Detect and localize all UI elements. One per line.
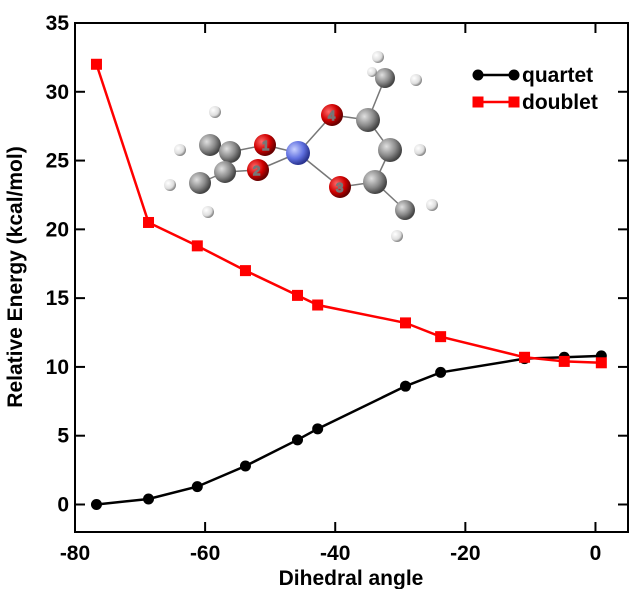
point bbox=[559, 356, 570, 367]
legend-marker bbox=[509, 97, 520, 108]
point bbox=[435, 331, 446, 342]
point bbox=[400, 317, 411, 328]
y-tick-label: 10 bbox=[46, 356, 69, 379]
x-tick-label: -40 bbox=[320, 542, 350, 565]
point bbox=[240, 265, 251, 276]
point bbox=[143, 493, 154, 504]
point bbox=[292, 434, 303, 445]
point bbox=[91, 59, 102, 70]
legend-label: quartet bbox=[522, 64, 593, 87]
point bbox=[519, 352, 530, 363]
y-tick-label: 30 bbox=[46, 81, 69, 104]
y-tick-label: 15 bbox=[46, 287, 70, 310]
point bbox=[596, 357, 607, 368]
atom-label: 1 bbox=[262, 138, 269, 153]
y-tick-label: 25 bbox=[46, 150, 70, 173]
y-tick-label: 35 bbox=[46, 12, 70, 35]
atom-label: 3 bbox=[336, 180, 343, 195]
chart: 1 2 3 4 Relative Energy (kcal/mol) Dihed… bbox=[0, 0, 632, 589]
y-tick-label: 5 bbox=[57, 425, 69, 448]
point bbox=[143, 217, 154, 228]
atom-label: 4 bbox=[328, 108, 335, 123]
x-tick-label: -80 bbox=[60, 542, 90, 565]
point bbox=[400, 381, 411, 392]
y-tick-label: 20 bbox=[46, 218, 69, 241]
point bbox=[240, 460, 251, 471]
molecule-image: 1 2 3 4 bbox=[164, 51, 438, 242]
atom-label: 2 bbox=[253, 163, 260, 178]
point bbox=[435, 367, 446, 378]
point bbox=[312, 423, 323, 434]
point bbox=[91, 499, 102, 510]
x-tick-label: 0 bbox=[590, 542, 602, 565]
legend-label: doublet bbox=[522, 91, 598, 114]
legend-marker bbox=[509, 70, 520, 81]
point bbox=[292, 290, 303, 301]
y-axis-label: Relative Energy (kcal/mol) bbox=[4, 146, 27, 407]
series-line bbox=[96, 356, 601, 505]
point bbox=[192, 481, 203, 492]
x-tick-label: -20 bbox=[450, 542, 480, 565]
legend-marker bbox=[473, 97, 484, 108]
point bbox=[192, 240, 203, 251]
point bbox=[312, 300, 323, 311]
x-tick-label: -60 bbox=[190, 542, 220, 565]
y-tick-label: 0 bbox=[57, 493, 69, 516]
page: {"chart_data": {"type": "line", "x_label… bbox=[0, 0, 632, 594]
legend-marker bbox=[473, 70, 484, 81]
x-axis-label: Dihedral angle bbox=[279, 567, 424, 589]
